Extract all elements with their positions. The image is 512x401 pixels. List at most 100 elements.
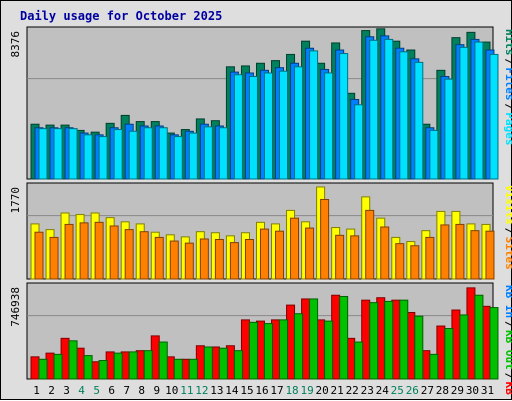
bar-sites-day-5 — [94, 221, 104, 280]
bar-kb-out-day-8 — [143, 350, 153, 380]
panel-max-label: 746938 — [9, 287, 22, 327]
bar-pages-day-12 — [203, 126, 213, 180]
x-tick-label-day-23: 23 — [361, 384, 374, 397]
bar-kb-out-day-24 — [384, 300, 394, 380]
x-tick-label-day-20: 20 — [316, 384, 329, 397]
x-tick-label-day-17: 17 — [270, 384, 283, 397]
panel-hits-files-pages: 8376 Hits / Files / Pages — [9, 26, 512, 180]
bar-sites-day-8 — [139, 231, 149, 280]
legend-separator: / — [503, 103, 512, 110]
bar-pages-day-16 — [263, 72, 273, 180]
x-tick-label-day-1: 1 — [33, 384, 40, 397]
bar-sites-day-6 — [109, 225, 119, 280]
bar-kb-out-day-2 — [53, 353, 63, 380]
bar-sites-day-29 — [455, 223, 465, 280]
x-tick-label-day-25: 25 — [391, 384, 404, 397]
bar-kb-out-day-19 — [309, 298, 319, 380]
x-tick-label-day-19: 19 — [300, 384, 313, 397]
x-tick-label-day-29: 29 — [451, 384, 464, 397]
x-tick-label-day-12: 12 — [195, 384, 208, 397]
bar-pages-day-22 — [354, 104, 364, 180]
chart-panels: 8376Hits/Files/Pages1770Visits/Sites7469… — [9, 26, 512, 401]
legend-kb-f: KB F — [503, 382, 512, 401]
bar-pages-day-13 — [218, 127, 228, 180]
x-tick-label-day-14: 14 — [225, 384, 239, 397]
bar-sites-day-14 — [229, 242, 239, 280]
bar-pages-day-23 — [369, 39, 379, 180]
bar-sites-day-12 — [199, 238, 209, 280]
bar-sites-day-28 — [440, 224, 450, 280]
bar-kb-out-day-18 — [294, 313, 304, 380]
legend-kb-out: KB Out — [503, 330, 512, 370]
bar-pages-day-4 — [83, 134, 93, 180]
bar-sites-day-26 — [410, 245, 420, 280]
bar-kb-out-day-20 — [324, 320, 334, 380]
legend-files: Files — [503, 67, 512, 100]
bar-sites-day-19 — [305, 227, 315, 280]
bar-kb-out-day-26 — [414, 315, 424, 380]
legend-kb-in: KB In — [503, 285, 512, 318]
bar-kb-out-day-13 — [218, 347, 228, 380]
x-tick-label-day-4: 4 — [78, 384, 85, 397]
bar-sites-day-23 — [365, 209, 375, 280]
bar-sites-day-10 — [169, 240, 179, 280]
x-tick-label-day-27: 27 — [421, 384, 434, 397]
bar-pages-day-21 — [339, 53, 349, 180]
legend-separator: / — [503, 373, 512, 380]
legend-separator: / — [503, 58, 512, 65]
bar-sites-day-20 — [320, 198, 330, 280]
bar-pages-day-26 — [414, 61, 424, 180]
bar-kb-out-day-27 — [429, 353, 439, 380]
bar-kb-out-day-28 — [444, 328, 454, 380]
bar-sites-day-13 — [214, 238, 224, 280]
bar-sites-day-2 — [49, 236, 59, 280]
x-tick-label-day-9: 9 — [153, 384, 160, 397]
x-axis-tick-labels: 1 2 3 4 5 6 7 8 9 10 11 12 13 14 15 16 17 18 19 20 21 22 23 24 2… — [33, 384, 494, 397]
bar-pages-day-19 — [309, 50, 319, 180]
bar-sites-day-31 — [485, 230, 495, 280]
bar-kb-out-day-21 — [339, 295, 349, 380]
bar-kb-out-day-12 — [203, 346, 213, 380]
legend-separator: / — [503, 228, 512, 235]
bar-pages-day-14 — [233, 74, 243, 180]
panel-max-label: 1770 — [9, 187, 22, 214]
x-tick-label-day-2: 2 — [48, 384, 55, 397]
x-tick-label-day-30: 30 — [466, 384, 479, 397]
bar-kb-out-day-23 — [369, 302, 379, 380]
panel-visits-sites: 1770 Visits / Sites — [9, 182, 512, 280]
x-tick-label-day-26: 26 — [406, 384, 419, 397]
bar-sites-day-3 — [64, 223, 74, 280]
bar-sites-day-21 — [335, 234, 345, 280]
bar-kb-out-day-25 — [399, 299, 409, 380]
bar-kb-out-day-5 — [98, 360, 108, 380]
x-tick-label-day-5: 5 — [93, 384, 100, 397]
bar-sites-day-7 — [124, 229, 134, 280]
x-tick-label-day-8: 8 — [138, 384, 145, 397]
bar-kb-out-day-17 — [279, 319, 289, 380]
x-tick-label-day-24: 24 — [376, 384, 390, 397]
bar-kb-out-day-7 — [128, 351, 138, 380]
bar-sites-day-16 — [259, 228, 269, 280]
bar-kb-out-day-14 — [233, 350, 243, 380]
bar-kb-out-day-1 — [38, 358, 48, 380]
bar-sites-day-9 — [154, 236, 164, 280]
bar-sites-day-4 — [79, 222, 89, 280]
bar-sites-day-22 — [350, 235, 360, 280]
bar-sites-day-11 — [184, 242, 194, 280]
bar-sites-day-24 — [380, 226, 390, 280]
chart-title: Daily usage for October 2025 — [20, 9, 222, 23]
legend-pages: Pages — [503, 112, 512, 145]
bar-kb-out-day-9 — [158, 341, 168, 380]
x-tick-label-day-22: 22 — [346, 384, 359, 397]
bar-pages-day-30 — [474, 41, 484, 180]
x-tick-label-day-16: 16 — [255, 384, 268, 397]
bar-pages-day-6 — [113, 129, 123, 180]
bar-pages-day-9 — [158, 127, 168, 180]
bar-pages-day-3 — [68, 128, 78, 180]
bar-pages-day-5 — [98, 136, 108, 180]
bar-kb-out-day-16 — [263, 323, 273, 380]
x-tick-label-day-13: 13 — [210, 384, 223, 397]
bar-pages-day-1 — [38, 128, 48, 180]
